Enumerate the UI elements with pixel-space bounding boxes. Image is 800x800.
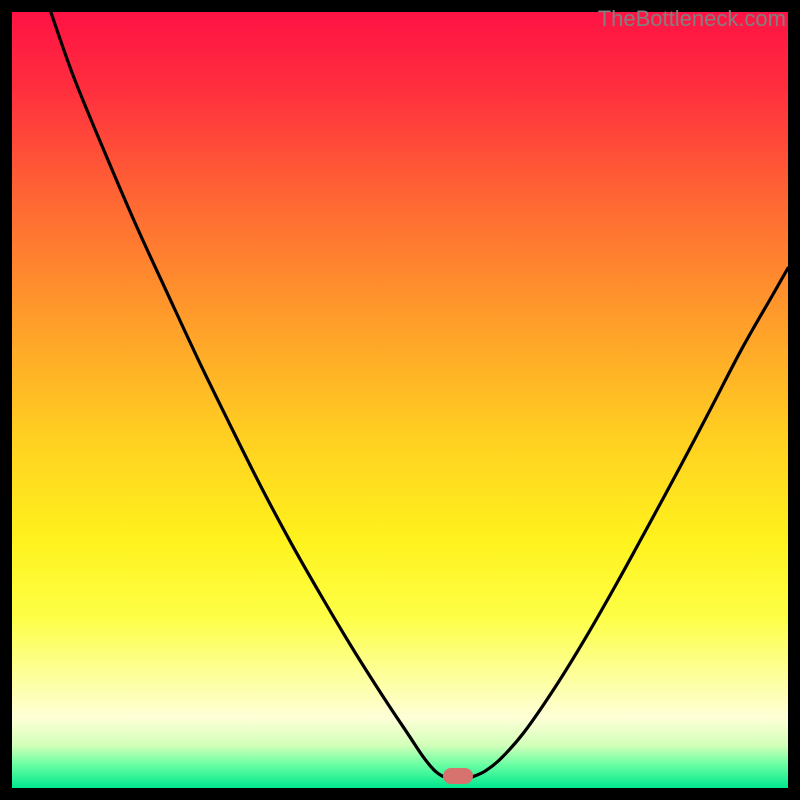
watermark-text: TheBottleneck.com — [598, 6, 786, 32]
chart-container: TheBottleneck.com — [0, 0, 800, 800]
curve-svg — [12, 12, 788, 788]
plot-area: TheBottleneck.com — [12, 12, 788, 788]
optimal-marker — [443, 768, 473, 784]
bottleneck-curve — [51, 12, 788, 777]
